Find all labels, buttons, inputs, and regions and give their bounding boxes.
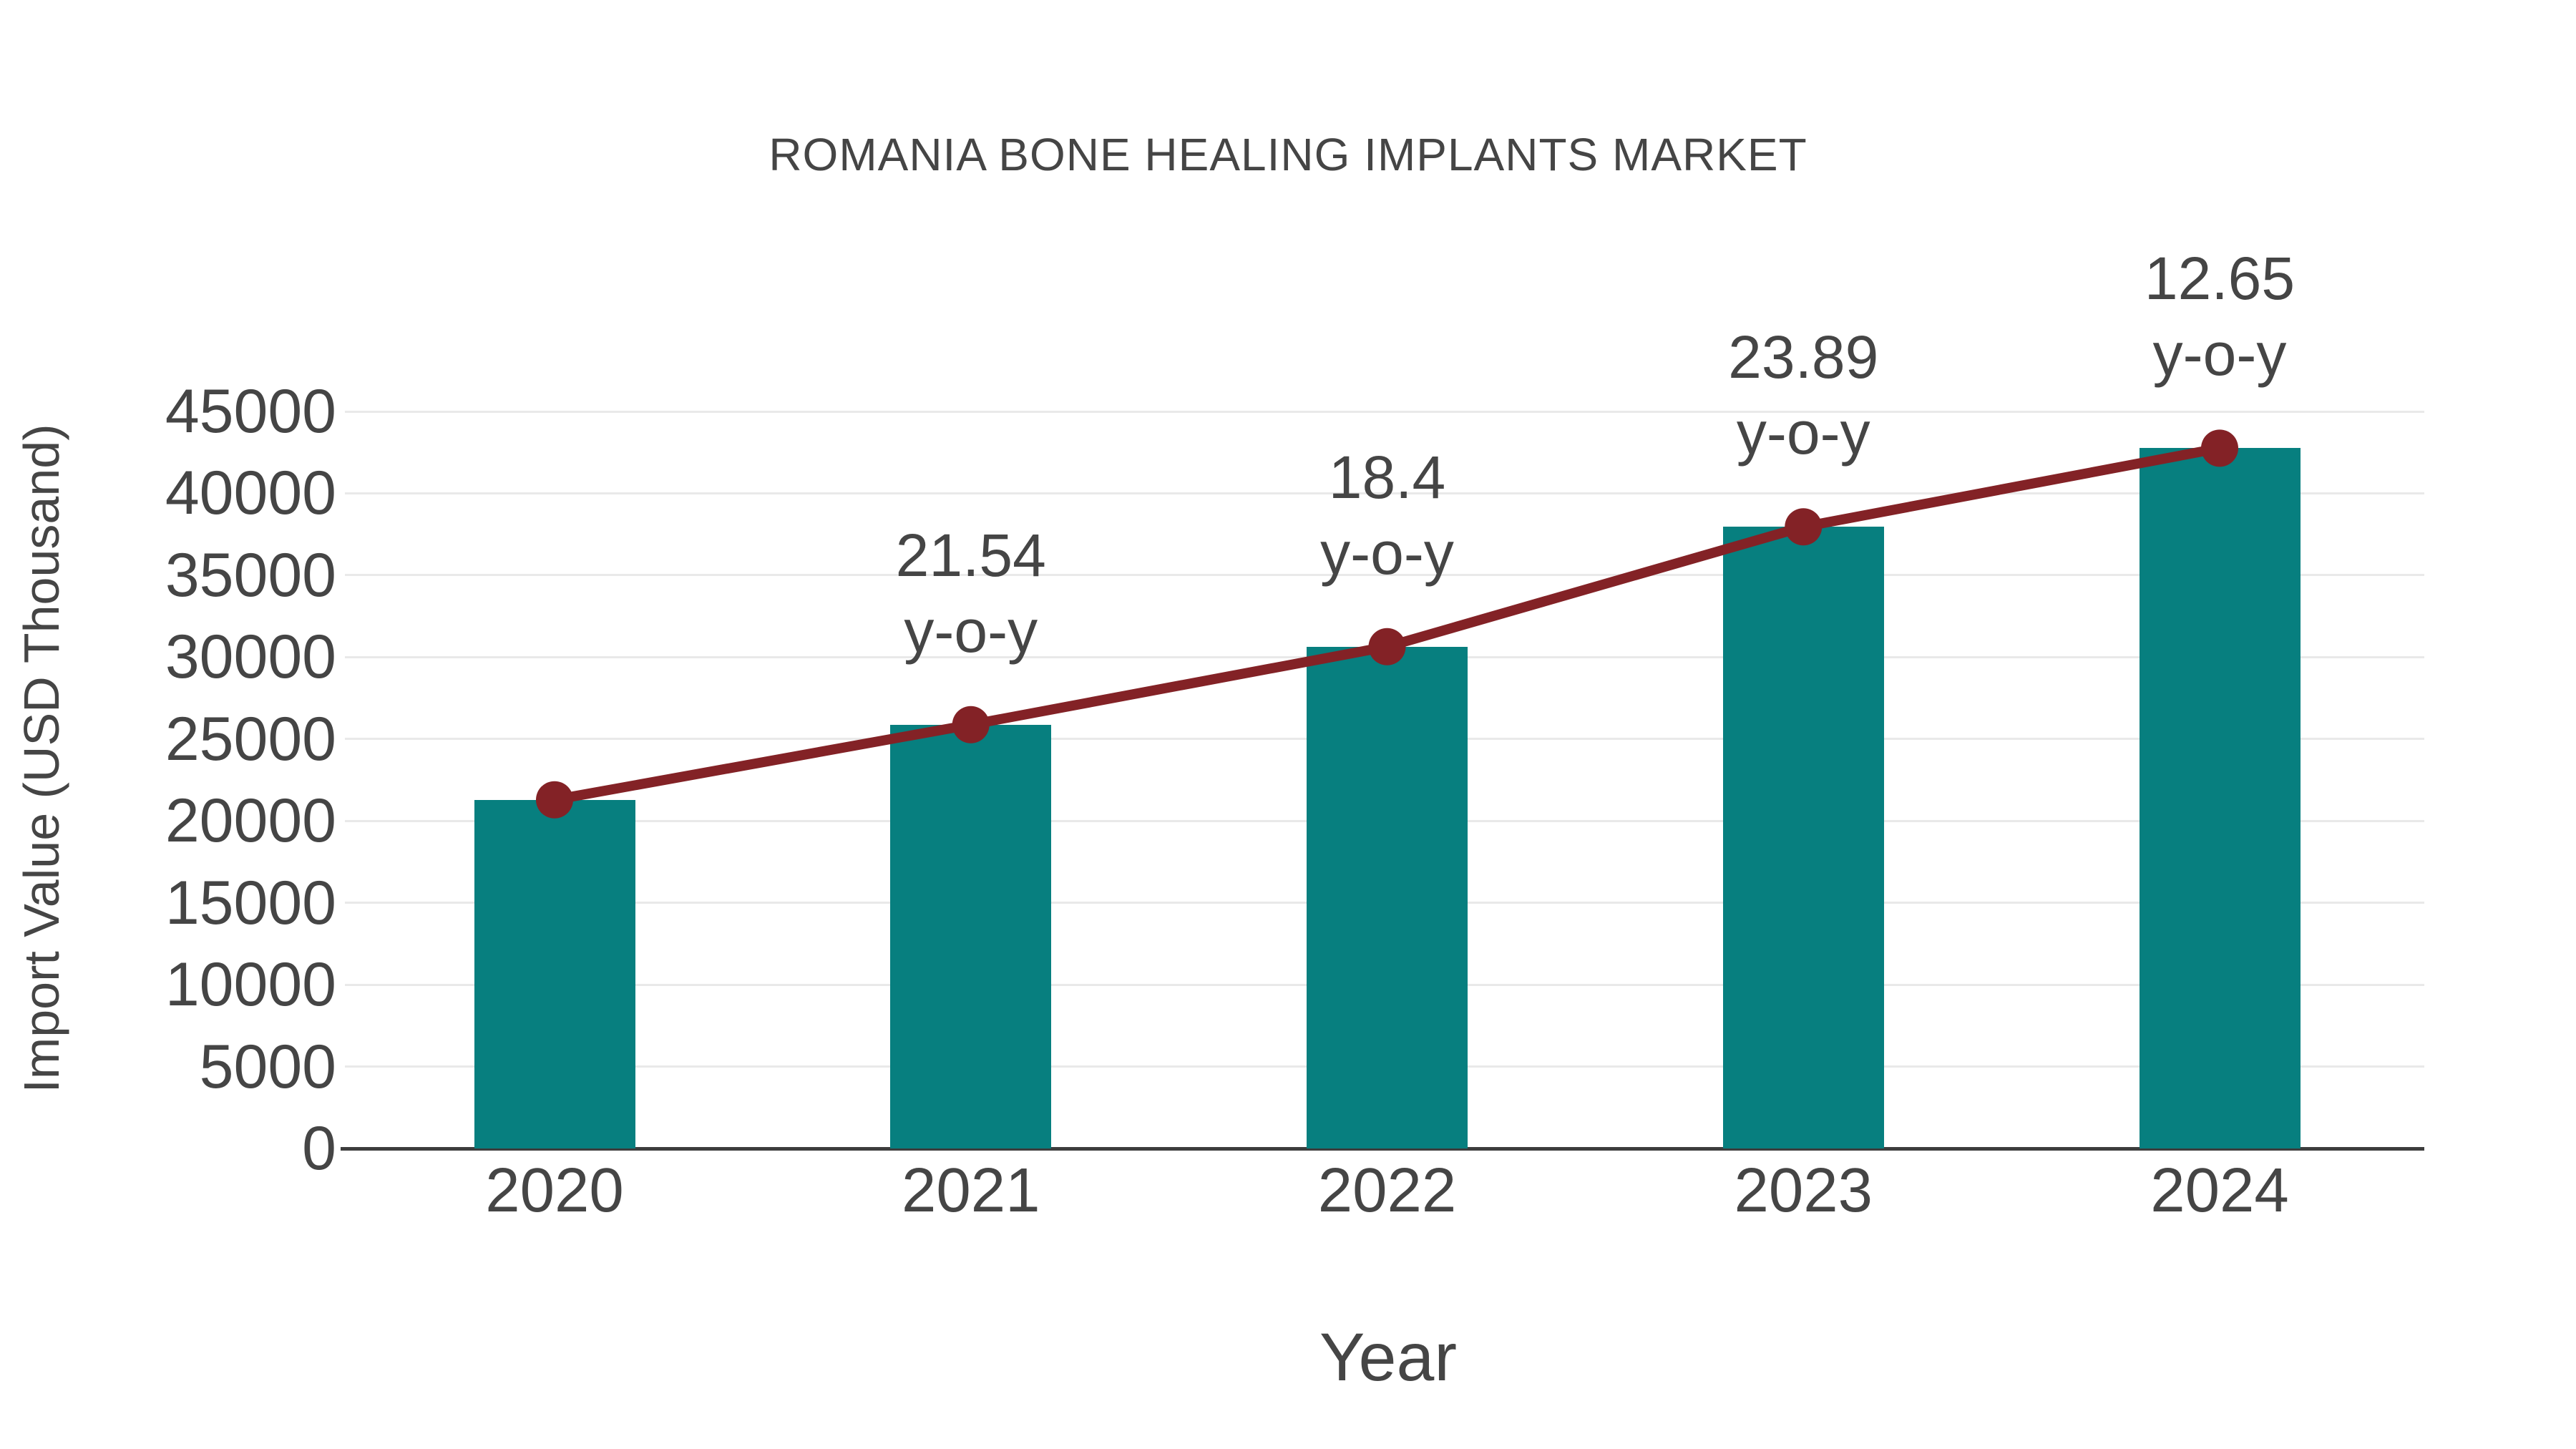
x-tick-label: 2023 — [1734, 1156, 1873, 1225]
yoy-suffix: y-o-y — [904, 597, 1038, 665]
data-point-marker — [952, 706, 990, 743]
yoy-suffix: y-o-y — [1320, 519, 1454, 587]
bar — [2139, 448, 2301, 1148]
bar — [474, 799, 635, 1148]
y-tick-label: 35000 — [165, 540, 336, 610]
x-axis-line — [341, 1146, 2424, 1151]
x-tick-label: 2022 — [1317, 1156, 1457, 1225]
gridline — [345, 574, 2424, 577]
yoy-label: 23.89 y-o-y — [1646, 319, 1961, 471]
yoy-value: 18.4 — [1328, 443, 1446, 511]
x-tick-label: 2021 — [901, 1156, 1040, 1225]
yoy-suffix: y-o-y — [2152, 321, 2287, 389]
yoy-value: 21.54 — [895, 521, 1046, 589]
bar — [1307, 646, 1468, 1148]
y-tick-label: 25000 — [165, 704, 336, 774]
yoy-label: 18.4 y-o-y — [1230, 439, 1545, 591]
yoy-value: 12.65 — [2144, 245, 2296, 313]
yoy-suffix: y-o-y — [1736, 399, 1870, 467]
x-tick-label: 2024 — [2150, 1156, 2289, 1225]
yoy-label: 21.54 y-o-y — [814, 517, 1128, 669]
data-point-marker — [1368, 628, 1406, 665]
y-tick-label: 20000 — [165, 786, 336, 856]
y-tick-label: 30000 — [165, 623, 336, 692]
x-tick-label: 2020 — [485, 1156, 624, 1225]
bar — [890, 724, 1052, 1148]
data-point-marker — [1785, 508, 1823, 546]
chart-title: ROMANIA BONE HEALING IMPLANTS MARKET — [769, 129, 1807, 180]
data-point-marker — [536, 781, 573, 819]
gridline — [345, 492, 2424, 494]
y-tick-label: 0 — [302, 1114, 336, 1183]
yoy-label: 12.65 y-o-y — [2062, 240, 2377, 392]
y-tick-label: 5000 — [199, 1032, 336, 1101]
y-tick-label: 15000 — [165, 868, 336, 937]
bar — [1722, 527, 1884, 1148]
data-point-marker — [2201, 429, 2238, 467]
gridline — [345, 410, 2424, 413]
y-tick-label: 10000 — [165, 950, 336, 1020]
x-axis-title: Year — [1319, 1319, 1457, 1395]
y-tick-label: 40000 — [165, 459, 336, 528]
y-tick-label: 45000 — [165, 377, 336, 446]
yoy-value: 23.89 — [1728, 323, 1879, 391]
